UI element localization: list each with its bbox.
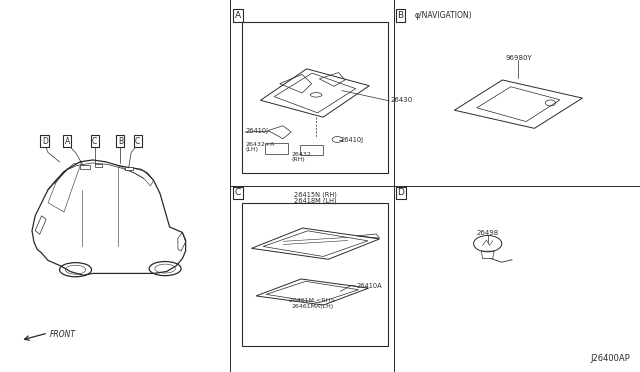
Text: 96980Y: 96980Y [505,55,532,61]
Text: φ/NAVIGATION): φ/NAVIGATION) [415,11,472,20]
Text: D: D [397,188,404,197]
Text: 26410J: 26410J [340,137,364,142]
Bar [242,203,388,346]
Text: 26432
(RH): 26432 (RH) [292,151,312,163]
Bar [242,22,388,173]
Text: D: D [42,137,48,146]
Text: C: C [235,188,241,197]
Text: 26415N (RH): 26415N (RH) [294,192,337,198]
Text: 26461MA(LH): 26461MA(LH) [291,304,333,309]
Text: C: C [92,137,97,146]
Text: 26461M <RH>: 26461M <RH> [289,298,335,303]
Text: 26410A: 26410A [356,283,382,289]
Text: 26498: 26498 [477,230,499,235]
Bar [300,145,323,155]
Bar [125,167,133,170]
Text: FRONT: FRONT [50,330,76,339]
Text: 26430: 26430 [390,97,413,103]
Bar [95,164,102,167]
Bar [265,143,288,154]
Text: 26418M (LH): 26418M (LH) [294,198,337,204]
Text: J26400AP: J26400AP [591,354,630,363]
Text: B: B [118,137,123,146]
Text: 26410J: 26410J [245,128,268,134]
Text: 26432+A
(LH): 26432+A (LH) [245,141,275,153]
Text: A: A [235,11,241,20]
Text: A: A [65,137,70,146]
Text: B: B [397,11,404,20]
Text: C: C [135,137,140,146]
Bar [80,165,90,169]
